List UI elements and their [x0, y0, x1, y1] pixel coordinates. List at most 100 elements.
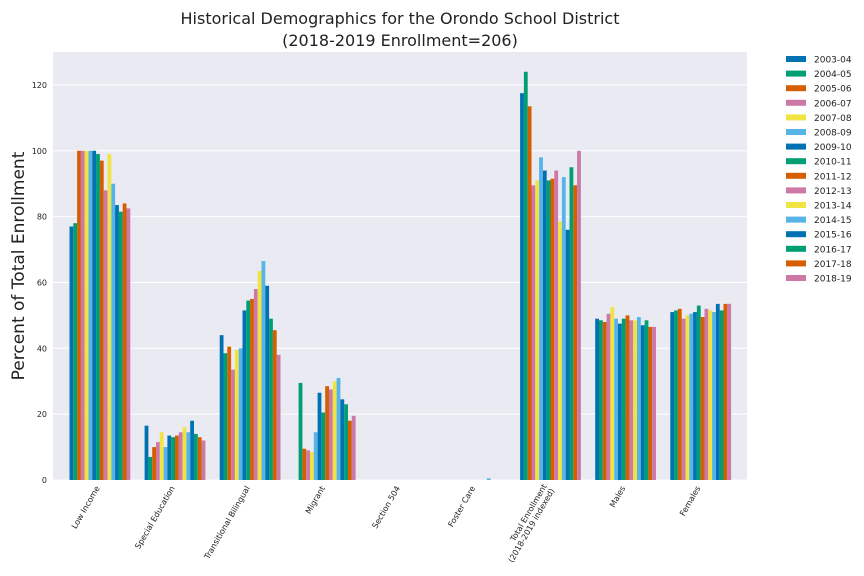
bar — [167, 435, 172, 480]
bar — [219, 335, 224, 480]
bar — [197, 437, 202, 480]
bar — [565, 229, 570, 480]
bar — [486, 478, 491, 480]
bar — [535, 180, 540, 480]
bar — [531, 185, 536, 481]
bar — [602, 321, 607, 480]
legend-swatch — [786, 172, 806, 179]
x-tick-label: Low Income — [70, 484, 102, 530]
legend-swatch — [786, 275, 806, 281]
bar — [652, 326, 656, 480]
bar — [523, 71, 528, 480]
bar — [644, 320, 649, 480]
bar — [573, 185, 578, 481]
legend-label: 2010-11 — [814, 158, 852, 168]
bar — [276, 354, 281, 480]
bar — [223, 353, 228, 480]
x-tick-label: Females — [678, 485, 702, 518]
legend-label: 2018-19 — [814, 275, 852, 285]
bar — [190, 420, 194, 480]
bar — [542, 170, 547, 480]
legend-swatch — [786, 158, 806, 165]
bar — [610, 307, 615, 480]
legend-label: 2007-08 — [814, 114, 852, 124]
legend-label: 2012-13 — [814, 187, 852, 197]
legend-swatch — [786, 143, 806, 150]
legend-swatch — [786, 245, 806, 252]
x-tick-label: Foster Care — [446, 484, 477, 528]
legend-swatch — [786, 99, 806, 106]
bar — [727, 303, 732, 480]
bar — [96, 154, 100, 481]
bar — [126, 208, 131, 480]
x-tick-label: Total Enrollment(2018-2019 indexed) — [499, 483, 556, 565]
bar — [317, 392, 322, 480]
bar — [111, 183, 116, 480]
x-tick-label: Transitional Bilingual — [202, 485, 252, 562]
bar — [73, 223, 78, 480]
y-tick-label: 80 — [37, 213, 47, 222]
bar — [238, 348, 243, 480]
bar — [681, 318, 686, 480]
bar — [569, 167, 574, 480]
bar — [257, 270, 262, 480]
legend-label: 2003-04 — [814, 56, 852, 66]
bar — [648, 326, 653, 480]
legend-label: 2016-17 — [814, 245, 852, 255]
legend-label: 2014-15 — [814, 216, 852, 226]
bar — [606, 313, 611, 480]
y-tick-label: 20 — [37, 410, 47, 419]
bar — [178, 432, 183, 480]
legend-label: 2006-07 — [814, 99, 852, 109]
bar — [696, 305, 701, 480]
bar — [321, 412, 326, 480]
y-tick-label: 120 — [32, 81, 47, 90]
bar — [351, 415, 356, 480]
bar — [723, 303, 728, 480]
bar — [348, 420, 352, 480]
bar — [115, 205, 119, 481]
bar — [344, 404, 348, 480]
bar — [201, 440, 206, 480]
bar — [577, 150, 581, 480]
legend-swatch — [786, 70, 806, 77]
bar — [618, 323, 622, 480]
bar — [554, 170, 559, 480]
bar — [302, 448, 307, 480]
x-tick-label: Special Education — [133, 485, 176, 551]
bar — [175, 435, 179, 480]
bar — [80, 150, 85, 480]
bar — [704, 308, 709, 480]
bar — [298, 382, 303, 480]
legend: 2003-04 2004-05 2005-06 2006-07 2007-08 2008-… — [786, 56, 852, 285]
legend-label: 2013-14 — [814, 202, 852, 212]
legend-label: 2011-12 — [814, 172, 852, 182]
bar — [194, 433, 198, 480]
bar — [99, 160, 104, 480]
legend-label: 2008-09 — [814, 129, 852, 139]
y-axis-label: Percent of Total Enrollment — [9, 151, 29, 380]
bar — [272, 330, 277, 480]
bar — [558, 221, 562, 481]
x-tick-label: Section 504 — [370, 485, 402, 531]
bar — [708, 310, 713, 480]
bar — [77, 150, 81, 480]
bar — [329, 389, 333, 480]
legend-label: 2015-16 — [814, 231, 852, 241]
bar — [340, 399, 345, 480]
bar — [313, 432, 318, 480]
bar — [250, 298, 254, 480]
bar — [640, 325, 645, 480]
bar — [625, 315, 630, 480]
bar — [227, 346, 232, 480]
legend-swatch — [786, 202, 806, 208]
y-axis: 0 20 40 60 80 100 120 — [32, 81, 47, 485]
bar — [693, 312, 697, 480]
bar — [614, 318, 618, 480]
y-tick-label: 40 — [37, 344, 47, 353]
bar — [261, 261, 266, 480]
bar — [107, 154, 112, 481]
legend-label: 2005-06 — [814, 85, 852, 95]
legend-swatch — [786, 85, 806, 92]
legend-swatch — [786, 260, 806, 267]
